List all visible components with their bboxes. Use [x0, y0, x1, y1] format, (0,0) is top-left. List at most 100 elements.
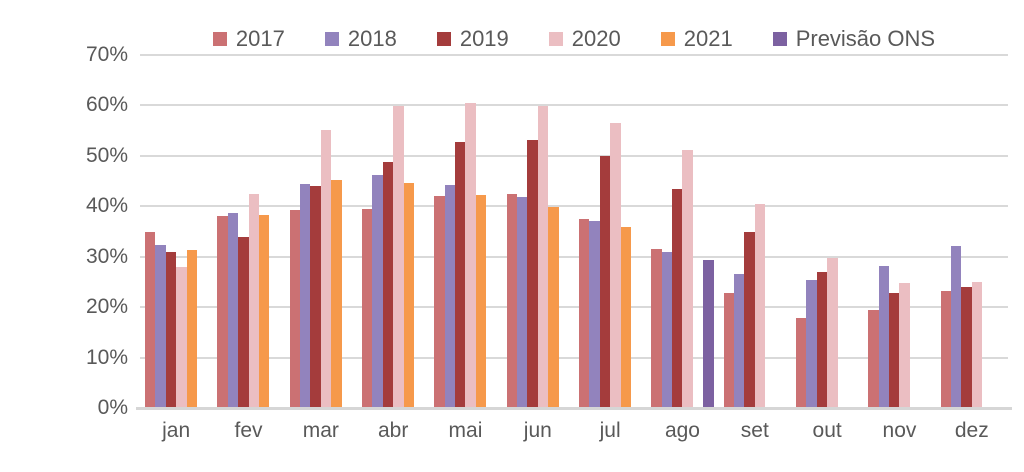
bar-slot [744, 55, 755, 408]
bar-slot [227, 55, 239, 408]
gridline [140, 356, 1008, 359]
legend-label: 2020 [571, 26, 621, 51]
bar-slot [982, 55, 992, 408]
bar-2018-out [806, 279, 817, 408]
bar-slot [816, 55, 828, 408]
gridline [140, 154, 1008, 157]
bar-slot [455, 55, 466, 408]
bar-slot [289, 55, 301, 408]
legend-label: 2019 [459, 26, 509, 51]
bar-2017-ago [651, 248, 662, 408]
bar-2021-mar [331, 179, 342, 408]
gridline [140, 255, 1008, 258]
bar-slot [361, 55, 373, 408]
legend-swatch-icon [436, 32, 451, 46]
bar-slot [486, 55, 496, 408]
bar-2018-jul [589, 220, 600, 408]
x-tick-label-dez: dez [954, 419, 989, 442]
bar-2017-nov [868, 309, 879, 408]
x-axis: jan fev mar abr mai jun jul ago set out nov dez [140, 419, 1008, 443]
bar-group-nov [863, 55, 935, 408]
bar-slot [578, 55, 590, 408]
bar-slot [661, 55, 673, 408]
x-tick-label-mai: mai [448, 419, 483, 442]
bar-2019-nov [889, 293, 900, 408]
bar-2017-out [795, 317, 807, 408]
y-axis: 0% 10% 20% 30% 40% 50% 60% 70% [0, 0, 128, 472]
bar-2020-mar [320, 129, 332, 408]
gridline [140, 306, 1008, 309]
bar-slot [548, 55, 559, 408]
legend: 2017 2018 2019 2020 2021 Previsão ONS [140, 24, 1008, 54]
bar-2018-jan [155, 244, 166, 408]
bar-2018-fev [227, 213, 239, 408]
bar-group-jun [502, 55, 574, 408]
bar-2021-jan [186, 250, 197, 408]
y-tick-label: 0% [97, 396, 128, 419]
bar-group-mar [285, 55, 357, 408]
bar-slot [465, 55, 476, 408]
bar-slot [186, 55, 197, 408]
bar-slot [940, 55, 951, 408]
bar-slot [599, 55, 611, 408]
bar-slot [300, 55, 311, 408]
bar-slot [620, 55, 631, 408]
bar-groups [140, 55, 1008, 408]
bar-group-out [791, 55, 863, 408]
bar-2017-abr [361, 208, 373, 408]
bar-2018-dez [951, 245, 962, 408]
bar-2020-jun [537, 106, 549, 408]
bar-slot [155, 55, 166, 408]
bar-slot [517, 55, 528, 408]
bar-2017-jan [145, 231, 156, 408]
legend-swatch-icon [660, 32, 675, 46]
bar-2017-dez [940, 290, 951, 408]
bar-slot [589, 55, 600, 408]
bar-slot [506, 55, 518, 408]
y-tick-label: 40% [85, 194, 128, 218]
bar-2017-mai [434, 196, 445, 408]
y-tick-label: 10% [85, 345, 128, 369]
bar-2017-set [723, 293, 735, 408]
bar-slot [631, 55, 641, 408]
bar-slot [176, 55, 187, 408]
y-tick-label: 30% [85, 244, 128, 268]
x-tick-label-abr: abr [377, 419, 409, 442]
x-axis-line [136, 407, 1012, 410]
x-tick-label-out: out [812, 419, 842, 442]
bar-slot [403, 55, 414, 408]
bar-slot [414, 55, 424, 408]
bar-slot [145, 55, 156, 408]
bar-2020-fev [248, 193, 259, 408]
bar-group-ago [646, 55, 718, 408]
y-tick-label: 20% [85, 295, 128, 319]
bar-slot [795, 55, 807, 408]
x-tick-label-mar: mar [302, 419, 339, 442]
bar-slot [971, 55, 983, 408]
bar-2019-fev [238, 237, 249, 408]
bar-2021-fev [258, 214, 270, 408]
bar-slot [682, 55, 693, 408]
bar-slot [197, 55, 207, 408]
x-tick-label-set: set [740, 419, 769, 442]
legend-swatch-icon [548, 32, 563, 46]
bar-2019-dez [961, 287, 972, 408]
bar-slot [320, 55, 332, 408]
x-tick-label-nov: nov [882, 419, 917, 442]
bar-2017-jul [578, 219, 590, 408]
x-tick-label-jan: jan [162, 419, 191, 442]
bar-slot [372, 55, 383, 408]
bar-2020-mai [465, 102, 476, 408]
bar-slot [838, 55, 848, 408]
legend-label: 2018 [347, 26, 397, 51]
bar-2020-out [827, 257, 838, 408]
legend-item-previs-o-ons: Previsão ONS [772, 28, 935, 50]
legend-item-2017: 2017 [212, 28, 285, 50]
bar-slot [951, 55, 962, 408]
bar-slot [993, 55, 1003, 408]
bar-slot [269, 55, 279, 408]
bar-2018-nov [878, 265, 890, 408]
bar-slot [754, 55, 766, 408]
bar-slot [444, 55, 456, 408]
legend-item-2018: 2018 [324, 26, 397, 51]
